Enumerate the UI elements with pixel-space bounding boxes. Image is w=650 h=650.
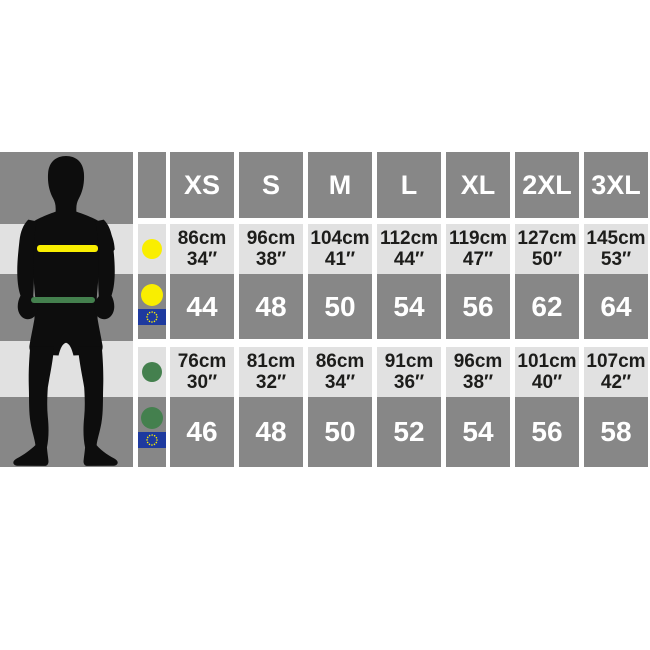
- size-column-header: S: [239, 152, 303, 218]
- chest-eu-size-cell: 54: [377, 274, 441, 339]
- waist-measurement-cell: 101cm 40″: [515, 347, 579, 397]
- waist-inch-value: 38″: [462, 372, 494, 393]
- waist-measurement-cell: 107cm 42″: [584, 347, 648, 397]
- chest-measurement-cell: 112cm 44″: [377, 224, 441, 274]
- waist-measurement-cell: 76cm 30″: [170, 347, 234, 397]
- chest-measurement-cell: 96cm 38″: [239, 224, 303, 274]
- chest-eu-size-cell: 56: [446, 274, 510, 339]
- waist-inch-value: 40″: [531, 372, 563, 393]
- waist-cm-value: 81cm: [246, 351, 296, 372]
- waist-inch-value: 32″: [255, 372, 287, 393]
- waist-cm-value: 96cm: [453, 351, 503, 372]
- eu-flag-icon: [138, 432, 166, 448]
- chest-measurement-cell: 86cm 34″: [170, 224, 234, 274]
- waist-inch-value: 34″: [324, 372, 356, 393]
- size-chart-table: XS S M L XL 2XL 3XL 86cm 34″ 96cm 38″ 10…: [170, 152, 648, 467]
- waist-cm-value: 101cm: [517, 351, 577, 372]
- chest-inch-value: 47″: [462, 249, 494, 270]
- size-column-header: M: [308, 152, 372, 218]
- waist-cm-value: 107cm: [586, 351, 646, 372]
- chest-measurement-cell: 104cm 41″: [308, 224, 372, 274]
- male-body-silhouette: [13, 155, 118, 466]
- waist-eu-size-cell: 50: [308, 397, 372, 467]
- waist-measurement-cell: 81cm 32″: [239, 347, 303, 397]
- legend-waist-cm: [138, 347, 166, 397]
- chest-measure-line: [37, 245, 98, 252]
- chest-inch-value: 38″: [255, 249, 287, 270]
- waist-cm-value: 91cm: [384, 351, 434, 372]
- size-column-header: XS: [170, 152, 234, 218]
- chest-inch-value: 41″: [324, 249, 356, 270]
- size-column-header: 3XL: [584, 152, 648, 218]
- yellow-dot-icon: [142, 239, 162, 259]
- waist-inch-value: 30″: [186, 372, 218, 393]
- legend-waist-eu: [138, 397, 166, 467]
- chest-eu-size-cell: 64: [584, 274, 648, 339]
- chest-eu-size-cell: 44: [170, 274, 234, 339]
- waist-eu-size-cell: 54: [446, 397, 510, 467]
- legend-column: [138, 152, 166, 467]
- chest-inch-value: 53″: [600, 249, 632, 270]
- chest-measurement-cell: 127cm 50″: [515, 224, 579, 274]
- waist-measurement-cell: 91cm 36″: [377, 347, 441, 397]
- size-header-row: XS S M L XL 2XL 3XL: [170, 152, 648, 218]
- waist-eu-size-cell: 56: [515, 397, 579, 467]
- waist-cm-value: 76cm: [177, 351, 227, 372]
- yellow-dot-icon: [141, 284, 163, 306]
- waist-inch-value: 36″: [393, 372, 425, 393]
- chest-cm-value: 104cm: [310, 228, 370, 249]
- waist-eu-row: 46 48 50 52 54 56 58: [170, 397, 648, 467]
- size-column-header: XL: [446, 152, 510, 218]
- waist-eu-size-cell: 52: [377, 397, 441, 467]
- stripe-row-waist-eu: [0, 397, 133, 467]
- waist-inch-value: 42″: [600, 372, 632, 393]
- chest-eu-size-cell: 48: [239, 274, 303, 339]
- legend-chest-eu: [138, 274, 166, 339]
- chest-eu-size-cell: 62: [515, 274, 579, 339]
- chest-eu-size-cell: 50: [308, 274, 372, 339]
- chest-cm-value: 127cm: [517, 228, 577, 249]
- waist-eu-size-cell: 48: [239, 397, 303, 467]
- chest-measurement-cell: 119cm 47″: [446, 224, 510, 274]
- waist-cm-row: 76cm 30″ 81cm 32″ 86cm 34″ 91cm 36″ 96cm…: [170, 347, 648, 397]
- chest-eu-row: 44 48 50 54 56 62 64: [170, 274, 648, 339]
- chest-cm-value: 112cm: [379, 228, 439, 249]
- waist-measurement-cell: 96cm 38″: [446, 347, 510, 397]
- legend-chest-cm: [138, 224, 166, 274]
- stripe-row-waist-cm: [0, 341, 133, 397]
- waist-cm-value: 86cm: [315, 351, 365, 372]
- waist-measurement-cell: 86cm 34″: [308, 347, 372, 397]
- size-column-header: 2XL: [515, 152, 579, 218]
- chest-cm-value: 119cm: [448, 228, 508, 249]
- waist-measure-line: [31, 297, 95, 303]
- green-dot-icon: [142, 362, 162, 382]
- waist-eu-size-cell: 46: [170, 397, 234, 467]
- size-column-header: L: [377, 152, 441, 218]
- chest-cm-row: 86cm 34″ 96cm 38″ 104cm 41″ 112cm 44″ 11…: [170, 224, 648, 274]
- eu-flag-icon: [138, 309, 166, 325]
- chest-inch-value: 44″: [393, 249, 425, 270]
- green-dot-icon: [141, 407, 163, 429]
- chest-inch-value: 34″: [186, 249, 218, 270]
- waist-eu-size-cell: 58: [584, 397, 648, 467]
- chest-cm-value: 86cm: [177, 228, 227, 249]
- chest-measurement-cell: 145cm 53″: [584, 224, 648, 274]
- figure-panel: [0, 152, 133, 467]
- chest-inch-value: 50″: [531, 249, 563, 270]
- chest-cm-value: 145cm: [586, 228, 646, 249]
- chest-cm-value: 96cm: [246, 228, 296, 249]
- legend-header-spacer: [138, 152, 166, 218]
